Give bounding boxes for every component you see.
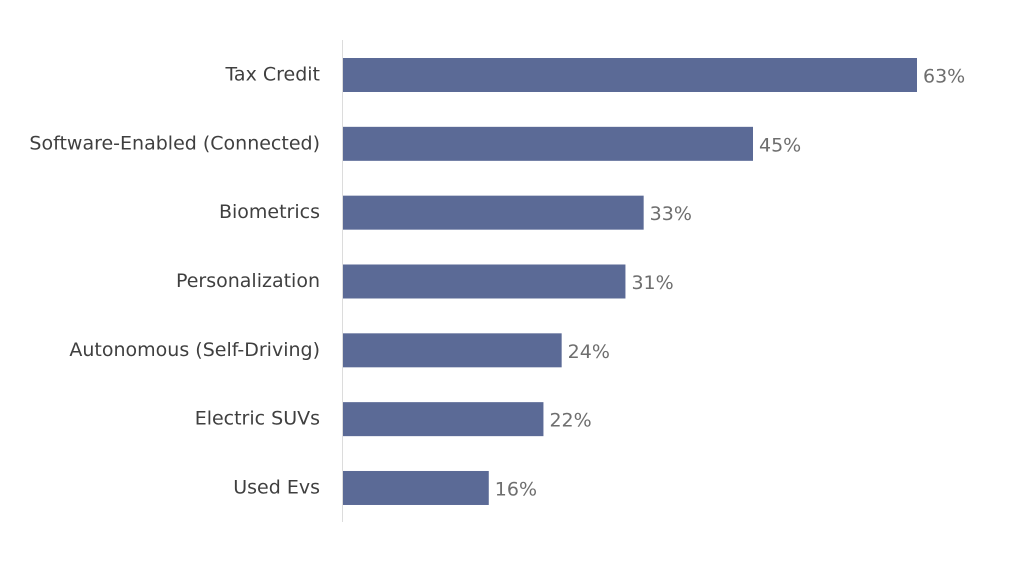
bars-group: Tax Credit 63% Software-Enabled (Connected… [29,58,965,505]
category-label: Personalization [176,270,320,292]
bar [343,195,644,230]
value-label: 31% [631,272,673,294]
value-label: 63% [923,66,965,88]
category-label: Used Evs [233,476,320,498]
category-label: Autonomous (Self-Driving) [69,339,320,361]
bar [343,333,562,368]
value-label: 22% [549,410,591,432]
bar [343,470,489,505]
value-label: 45% [759,134,801,156]
value-label: 33% [650,203,692,225]
value-label: 24% [568,341,610,363]
value-label: 16% [495,478,537,500]
bar [343,58,917,92]
bar [343,402,544,437]
bar [343,264,626,299]
bar [343,126,753,161]
category-label: Tax Credit [224,64,320,86]
category-label: Biometrics [219,201,320,223]
category-label: Software-Enabled (Connected) [29,132,320,154]
category-label: Electric SUVs [195,408,320,430]
